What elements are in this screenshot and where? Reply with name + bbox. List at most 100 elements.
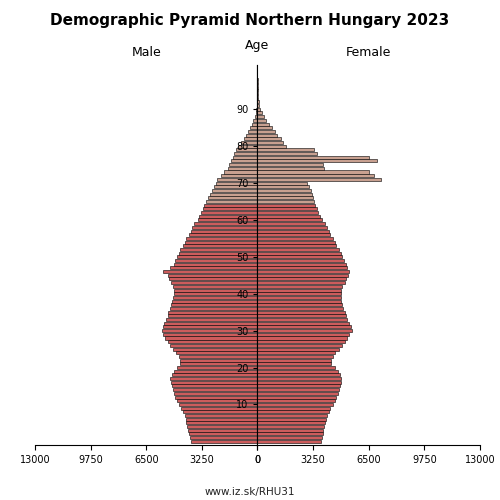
Bar (258, 108, 260, 111)
Bar (258, 307, 343, 310)
Bar (168, 310, 258, 314)
Bar (182, 406, 258, 410)
Bar (171, 381, 258, 384)
Bar (258, 122, 268, 126)
Bar (258, 288, 341, 292)
Bar (162, 326, 258, 328)
Bar (180, 362, 258, 366)
Bar (164, 270, 258, 273)
Bar (258, 370, 338, 372)
Bar (258, 252, 340, 254)
Bar (190, 440, 258, 443)
Bar (250, 126, 258, 129)
Bar (256, 108, 258, 111)
Bar (173, 348, 258, 350)
Bar (170, 344, 258, 347)
Bar (258, 185, 309, 188)
Bar (258, 141, 283, 144)
Bar (190, 436, 258, 439)
Bar (252, 122, 258, 126)
Bar (258, 384, 340, 388)
Bar (162, 329, 258, 332)
Bar (258, 104, 260, 107)
Bar (258, 366, 334, 369)
Bar (173, 388, 258, 391)
Bar (258, 204, 315, 206)
Bar (258, 348, 339, 350)
Bar (258, 428, 324, 432)
Bar (168, 274, 258, 277)
Bar (258, 134, 277, 136)
Bar (258, 362, 331, 366)
Bar (258, 266, 348, 270)
Bar (258, 237, 333, 240)
Bar (171, 304, 258, 306)
Bar (164, 333, 258, 336)
Bar (172, 384, 258, 388)
Bar (258, 211, 318, 214)
Bar (258, 374, 340, 376)
Bar (258, 314, 346, 318)
Bar (258, 292, 342, 296)
Bar (258, 208, 316, 210)
Bar (258, 259, 344, 262)
Bar (177, 256, 258, 258)
Bar (258, 256, 342, 258)
Bar (192, 226, 258, 229)
Bar (258, 322, 349, 325)
Bar (241, 141, 258, 144)
Bar (258, 281, 345, 284)
Bar (258, 244, 336, 248)
Bar (258, 358, 331, 362)
Bar (176, 396, 258, 398)
Bar (171, 281, 258, 284)
Bar (183, 410, 258, 414)
Bar (185, 240, 258, 244)
Bar (258, 214, 320, 218)
Bar (244, 138, 258, 140)
Bar (206, 200, 258, 203)
Bar (258, 274, 348, 277)
Bar (231, 160, 258, 162)
Bar (258, 355, 333, 358)
Bar (258, 329, 352, 332)
Text: Female: Female (346, 46, 392, 60)
Bar (258, 396, 336, 398)
Bar (185, 414, 258, 417)
Bar (258, 278, 346, 280)
Bar (257, 104, 258, 107)
Bar (258, 170, 369, 173)
Bar (258, 406, 330, 410)
Bar (258, 144, 285, 148)
Bar (189, 233, 258, 236)
Bar (248, 130, 258, 133)
Bar (258, 414, 327, 417)
Bar (258, 200, 314, 203)
Bar (236, 148, 258, 152)
Bar (210, 192, 258, 196)
Bar (194, 222, 258, 225)
Bar (173, 285, 258, 288)
Bar (258, 300, 342, 302)
Bar (201, 211, 258, 214)
Bar (174, 288, 258, 292)
Bar (258, 130, 274, 133)
Text: Demographic Pyramid Northern Hungary 2023: Demographic Pyramid Northern Hungary 202… (50, 12, 450, 28)
Bar (174, 292, 258, 296)
Bar (258, 233, 330, 236)
Bar (218, 178, 258, 181)
Bar (188, 428, 258, 432)
Bar (258, 270, 349, 273)
Bar (258, 422, 325, 424)
Bar (258, 163, 322, 166)
Bar (258, 119, 266, 122)
Bar (258, 262, 346, 266)
Bar (173, 296, 258, 299)
Bar (214, 185, 258, 188)
Bar (258, 189, 310, 192)
Bar (258, 310, 345, 314)
Bar (168, 314, 258, 318)
Bar (258, 148, 314, 152)
Bar (198, 218, 258, 222)
Bar (177, 366, 258, 369)
